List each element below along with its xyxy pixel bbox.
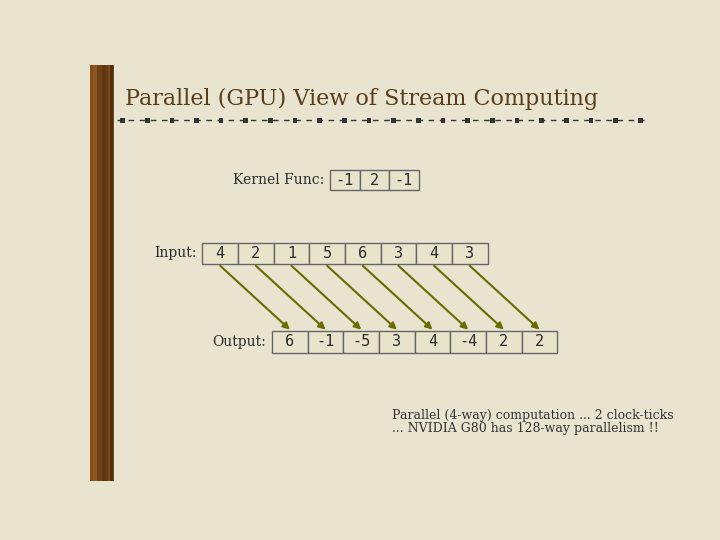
Text: 3: 3 xyxy=(392,334,402,349)
Bar xyxy=(108,65,110,481)
Bar xyxy=(451,331,486,353)
Bar xyxy=(515,118,519,123)
Bar xyxy=(90,65,94,481)
Text: ... NVIDIA G80 has 128-way parallelism !!: ... NVIDIA G80 has 128-way parallelism !… xyxy=(392,422,659,435)
Bar xyxy=(96,65,100,481)
Text: -1: -1 xyxy=(317,334,335,349)
Bar xyxy=(638,118,642,123)
Text: 2: 2 xyxy=(499,334,508,349)
Text: 2: 2 xyxy=(370,173,379,188)
Bar xyxy=(243,118,248,123)
Bar xyxy=(268,118,273,123)
Bar xyxy=(330,170,360,190)
Bar xyxy=(360,170,389,190)
Text: 4: 4 xyxy=(215,246,225,261)
Bar xyxy=(194,118,199,123)
Text: -5: -5 xyxy=(352,334,370,349)
Bar xyxy=(452,242,487,264)
Bar xyxy=(539,118,544,123)
Bar xyxy=(90,65,113,481)
Bar xyxy=(104,65,108,481)
Text: 3: 3 xyxy=(465,246,474,261)
Bar xyxy=(342,118,347,123)
Bar xyxy=(343,331,379,353)
Bar xyxy=(381,242,416,264)
Text: Parallel (GPU) View of Stream Computing: Parallel (GPU) View of Stream Computing xyxy=(125,88,598,110)
Bar xyxy=(490,118,495,123)
Text: -4: -4 xyxy=(459,334,477,349)
Bar xyxy=(310,242,345,264)
Text: 2: 2 xyxy=(251,246,261,261)
Bar xyxy=(441,118,446,123)
Bar xyxy=(564,118,569,123)
Text: 3: 3 xyxy=(394,246,403,261)
Text: 4: 4 xyxy=(430,246,438,261)
Bar xyxy=(415,331,451,353)
Bar xyxy=(613,118,618,123)
Text: Input:: Input: xyxy=(154,246,196,260)
Bar xyxy=(145,118,150,123)
Bar xyxy=(110,65,114,481)
Text: 4: 4 xyxy=(428,334,437,349)
Text: Parallel (4-way) computation ... 2 clock-ticks: Parallel (4-way) computation ... 2 clock… xyxy=(392,409,674,422)
Text: 6: 6 xyxy=(285,334,294,349)
Text: 6: 6 xyxy=(359,246,367,261)
Text: Output:: Output: xyxy=(212,335,266,349)
Text: 2: 2 xyxy=(535,334,544,349)
Text: 1: 1 xyxy=(287,246,296,261)
Bar xyxy=(272,331,307,353)
Bar xyxy=(100,65,102,481)
Bar xyxy=(345,242,381,264)
Bar xyxy=(392,118,396,123)
Bar xyxy=(293,118,297,123)
Bar xyxy=(238,242,274,264)
Bar xyxy=(169,118,174,123)
Bar xyxy=(94,65,96,481)
Bar xyxy=(219,118,223,123)
Bar xyxy=(318,118,322,123)
Text: 5: 5 xyxy=(323,246,332,261)
Text: Kernel Func:: Kernel Func: xyxy=(233,173,324,187)
Bar xyxy=(307,331,343,353)
Bar xyxy=(202,242,238,264)
Bar xyxy=(465,118,470,123)
Bar xyxy=(389,170,418,190)
Bar xyxy=(416,118,420,123)
Bar xyxy=(379,331,415,353)
Bar xyxy=(102,65,104,481)
Bar xyxy=(522,331,557,353)
Bar xyxy=(589,118,593,123)
Bar xyxy=(416,242,452,264)
Bar xyxy=(274,242,310,264)
Text: -1: -1 xyxy=(336,173,354,188)
Bar xyxy=(366,118,372,123)
Bar xyxy=(486,331,522,353)
Bar xyxy=(120,118,125,123)
Text: -1: -1 xyxy=(395,173,413,188)
